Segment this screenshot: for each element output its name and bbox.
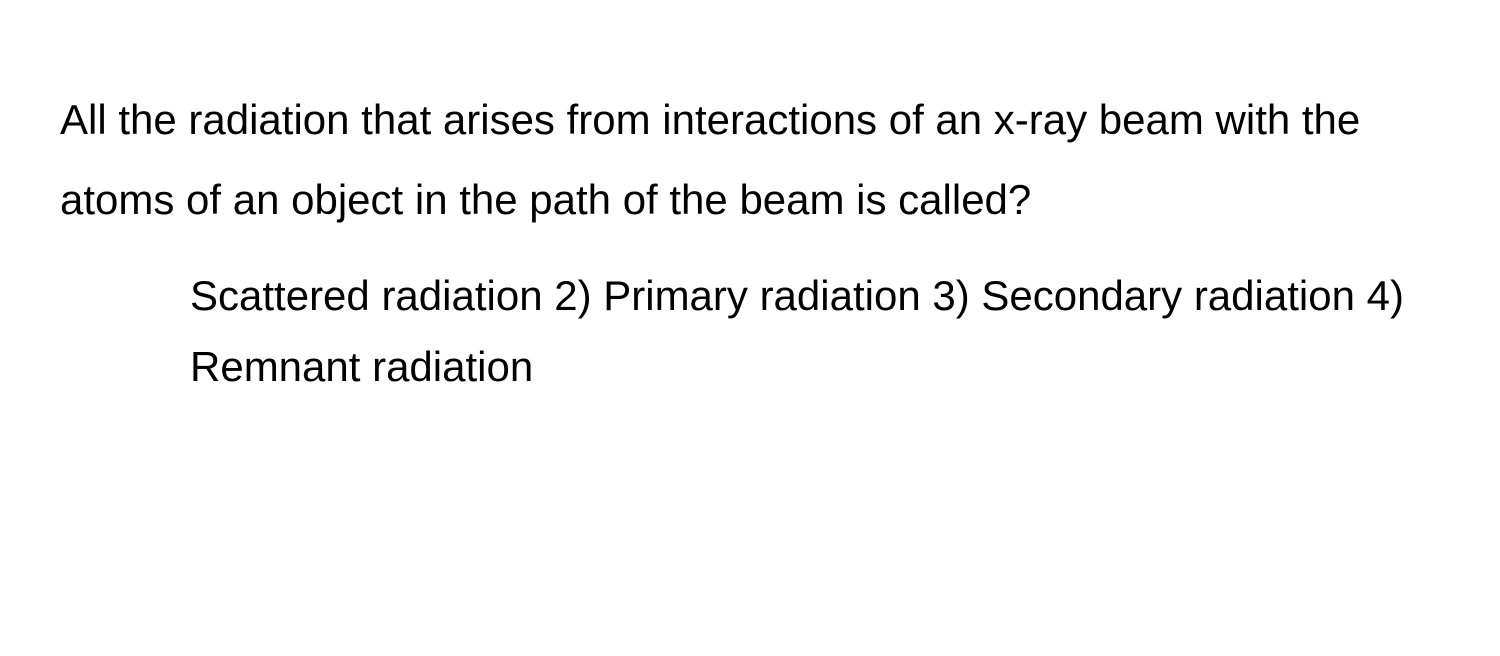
question-text: All the radiation that arises from inter… <box>60 80 1440 240</box>
answer-options: Scattered radiation 2) Primary radiation… <box>60 260 1440 403</box>
